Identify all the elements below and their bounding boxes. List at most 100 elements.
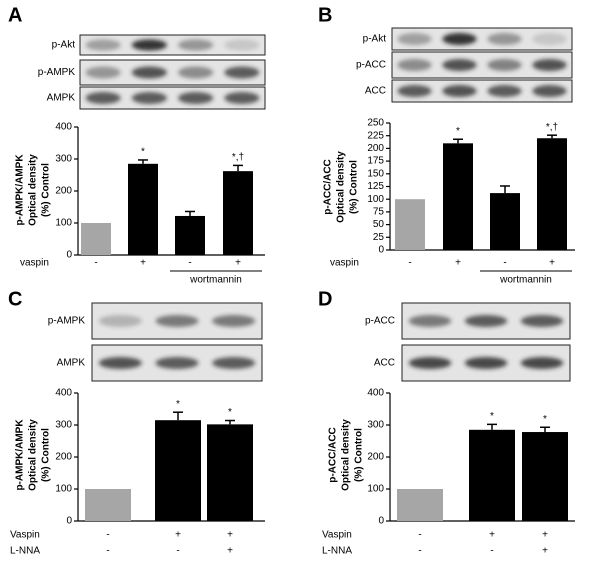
- y-axis-label: Optical density: [28, 154, 39, 226]
- significance-label: *: [176, 399, 180, 410]
- y-tick-label: 200: [55, 186, 72, 197]
- panel-letter: B: [318, 4, 332, 26]
- y-axis-label: (%) Control: [349, 160, 360, 214]
- blot-band: [131, 66, 167, 79]
- bar: [85, 489, 131, 521]
- y-axis-label: p-ACC/ACC: [328, 427, 339, 483]
- y-tick-label: 75: [373, 207, 385, 218]
- condition-sign: +: [140, 258, 146, 269]
- bar: [155, 420, 201, 521]
- blot-label: p-ACC: [356, 60, 386, 71]
- blot-band: [98, 315, 142, 327]
- panel-letter: C: [8, 288, 22, 310]
- condition-sign: +: [455, 258, 461, 269]
- blot-band: [397, 85, 432, 97]
- condition-sign: -: [418, 546, 421, 557]
- y-tick-label: 100: [367, 194, 384, 205]
- blot: [79, 34, 266, 56]
- bar: [443, 143, 473, 250]
- condition-sign: +: [542, 530, 548, 541]
- bar: [522, 432, 568, 521]
- blot-band: [131, 92, 167, 104]
- y-tick-label: 400: [55, 388, 72, 399]
- blot-band: [532, 33, 567, 45]
- y-tick-label: 0: [378, 245, 384, 256]
- y-tick-label: 225: [367, 130, 384, 141]
- blot-band: [155, 315, 199, 327]
- condition-name: vaspin: [20, 258, 49, 269]
- condition-name: L-NNA: [322, 546, 352, 557]
- blot-band: [98, 357, 142, 369]
- blot-band: [487, 59, 522, 71]
- y-tick-label: 100: [55, 218, 72, 229]
- bar: [207, 424, 253, 521]
- condition-sign: -: [490, 546, 493, 557]
- blot-band: [487, 85, 522, 97]
- condition-sign: -: [188, 258, 191, 269]
- y-axis-label: p-AMPK/AMPK: [15, 154, 26, 226]
- blot-label: p-Akt: [363, 34, 387, 45]
- condition-sign: +: [542, 546, 548, 557]
- y-tick-label: 0: [66, 250, 72, 261]
- bracket-label: wortmannin: [499, 275, 552, 286]
- y-axis-label: (%) Control: [41, 163, 52, 217]
- bar: [81, 223, 111, 255]
- significance-label: *,†: [546, 122, 558, 133]
- panel-letter: D: [318, 288, 332, 310]
- panel: Cp-AMPK AMPK 0 100 200 300 400 p-AMPK/AMPK Optic…: [8, 288, 265, 557]
- blot-band: [224, 66, 260, 79]
- blot-label: p-AMPK: [48, 316, 86, 327]
- bar: [128, 163, 158, 255]
- blot-band: [131, 39, 167, 51]
- blot-band: [520, 357, 564, 369]
- blot-band: [85, 92, 121, 104]
- blot-band: [520, 315, 564, 327]
- y-tick-label: 50: [373, 219, 385, 230]
- blot-band: [442, 59, 477, 71]
- blot-band: [397, 33, 432, 45]
- y-tick-label: 200: [367, 452, 384, 463]
- y-tick-label: 250: [367, 118, 384, 129]
- condition-sign: +: [175, 530, 181, 541]
- blot-band: [442, 33, 477, 45]
- condition-sign: -: [418, 530, 421, 541]
- bar: [469, 429, 515, 521]
- y-tick-label: 300: [367, 420, 384, 431]
- condition-sign: +: [235, 258, 241, 269]
- blot-band: [442, 85, 477, 97]
- y-tick-label: 25: [373, 232, 385, 243]
- condition-name: Vaspin: [10, 530, 40, 541]
- y-tick-label: 400: [367, 388, 384, 399]
- y-tick-label: 200: [55, 452, 72, 463]
- significance-label: *: [141, 147, 145, 158]
- y-tick-label: 125: [367, 181, 384, 192]
- panel: Dp-ACC ACC 0 100 200 300 400 p-ACC/ACC Optical d…: [318, 288, 575, 557]
- condition-sign: +: [489, 530, 495, 541]
- bar: [537, 138, 567, 250]
- blot: [79, 86, 266, 110]
- y-axis-label: Optical density: [336, 151, 347, 223]
- panel-letter: A: [8, 4, 22, 26]
- bar: [175, 215, 205, 255]
- blot-band: [178, 66, 214, 79]
- significance-label: *: [228, 407, 232, 418]
- blot-band: [464, 315, 508, 327]
- blot-label: ACC: [374, 358, 395, 369]
- panel: Ap-Akt p-AMPK AMPK 0 100 200 300 400 p-AMPK/AMPK…: [8, 4, 266, 286]
- y-tick-label: 100: [55, 484, 72, 495]
- blot-band: [155, 357, 199, 369]
- blot-band: [178, 39, 214, 51]
- blot: [391, 27, 573, 51]
- condition-sign: -: [176, 546, 179, 557]
- blot-label: AMPK: [47, 93, 76, 104]
- blot-band: [464, 357, 508, 369]
- y-axis-label: p-ACC/ACC: [323, 159, 334, 215]
- blot-band: [224, 39, 260, 51]
- blot-band: [532, 85, 567, 97]
- blot-band: [408, 315, 452, 327]
- y-axis-label: (%) Control: [41, 428, 52, 482]
- condition-sign: -: [106, 530, 109, 541]
- condition-name: L-NNA: [10, 546, 40, 557]
